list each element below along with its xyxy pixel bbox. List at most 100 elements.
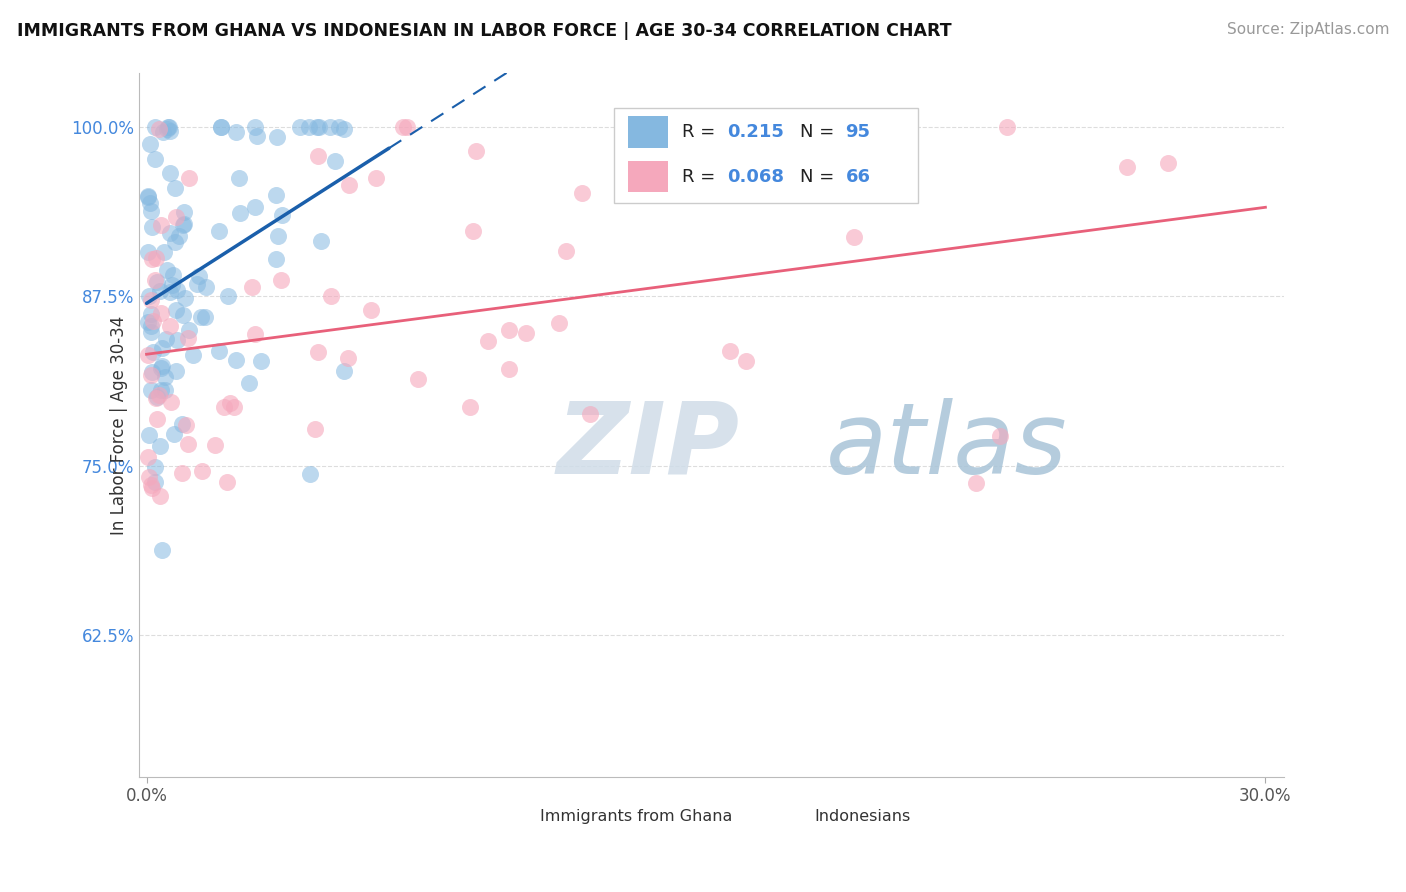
Point (191, 464, 214, 478)
Point (139, 319, 162, 334)
Point (150, 543, 173, 558)
Point (155, 384, 177, 398)
Point (141, 481, 163, 495)
Point (332, 364, 354, 378)
Point (463, 224, 485, 238)
Point (988, 429, 1011, 443)
Point (143, 460, 166, 475)
Point (333, 122, 356, 136)
FancyBboxPatch shape (628, 116, 668, 148)
Point (225, 353, 247, 368)
Point (477, 334, 499, 348)
Point (228, 170, 250, 185)
Point (138, 190, 160, 204)
Point (266, 188, 288, 202)
Point (498, 362, 520, 376)
Point (138, 244, 160, 259)
Point (758, 120, 780, 135)
Point (243, 326, 266, 341)
Text: Immigrants from Ghana: Immigrants from Ghana (540, 809, 733, 824)
Point (139, 195, 162, 210)
Point (145, 120, 167, 135)
Point (146, 275, 169, 289)
Point (149, 361, 172, 376)
Point (209, 120, 232, 135)
Point (328, 120, 350, 135)
Point (155, 332, 177, 346)
FancyBboxPatch shape (763, 805, 807, 828)
Text: 95: 95 (845, 123, 870, 141)
Point (966, 475, 988, 490)
Point (138, 347, 160, 361)
Point (243, 200, 266, 214)
Point (571, 186, 593, 201)
FancyBboxPatch shape (488, 805, 531, 828)
Point (157, 120, 180, 135)
Point (148, 387, 170, 401)
Text: N =: N = (800, 168, 839, 186)
Point (219, 396, 242, 410)
Point (187, 269, 209, 284)
Point (149, 489, 172, 503)
Text: Indonesians: Indonesians (814, 809, 911, 824)
Point (299, 467, 322, 482)
Point (141, 365, 163, 379)
Point (309, 234, 332, 248)
Text: ZIP: ZIP (557, 398, 740, 494)
Point (1116, 161, 1139, 175)
Point (142, 345, 165, 359)
Text: Source: ZipAtlas.com: Source: ZipAtlas.com (1226, 22, 1389, 37)
Point (166, 333, 188, 347)
Point (149, 383, 172, 397)
Point (141, 307, 163, 321)
Point (138, 136, 160, 151)
Point (207, 224, 229, 238)
Point (143, 475, 166, 489)
Point (212, 400, 235, 414)
Text: atlas: atlas (827, 398, 1067, 494)
Point (288, 120, 311, 135)
Point (145, 392, 167, 406)
Point (222, 400, 245, 414)
Point (238, 376, 260, 390)
Point (177, 331, 200, 345)
Point (458, 401, 481, 415)
Text: R =: R = (682, 123, 721, 141)
Point (150, 306, 173, 320)
Point (337, 178, 360, 193)
Point (159, 285, 181, 299)
Point (148, 284, 170, 298)
Point (266, 252, 288, 267)
Text: 0.215: 0.215 (728, 123, 785, 141)
Point (498, 323, 520, 337)
Point (172, 466, 194, 480)
Point (152, 125, 174, 139)
Point (173, 291, 195, 305)
Point (139, 203, 162, 218)
Point (271, 208, 294, 222)
Text: N =: N = (800, 123, 839, 141)
Point (547, 317, 569, 331)
Point (152, 244, 174, 259)
Point (995, 120, 1018, 135)
Point (138, 289, 160, 303)
Point (246, 129, 269, 144)
Point (395, 120, 418, 135)
Point (165, 210, 187, 224)
Point (181, 348, 204, 362)
Point (155, 370, 177, 384)
Point (307, 120, 329, 135)
Text: R =: R = (682, 168, 721, 186)
Point (718, 343, 741, 358)
Point (194, 310, 217, 324)
Point (215, 475, 238, 489)
Point (149, 439, 172, 453)
Point (149, 218, 172, 232)
Point (159, 165, 181, 179)
Point (143, 152, 166, 166)
Point (337, 351, 360, 365)
Point (465, 144, 488, 158)
Point (146, 412, 169, 426)
Point (170, 417, 193, 431)
Point (138, 315, 160, 329)
